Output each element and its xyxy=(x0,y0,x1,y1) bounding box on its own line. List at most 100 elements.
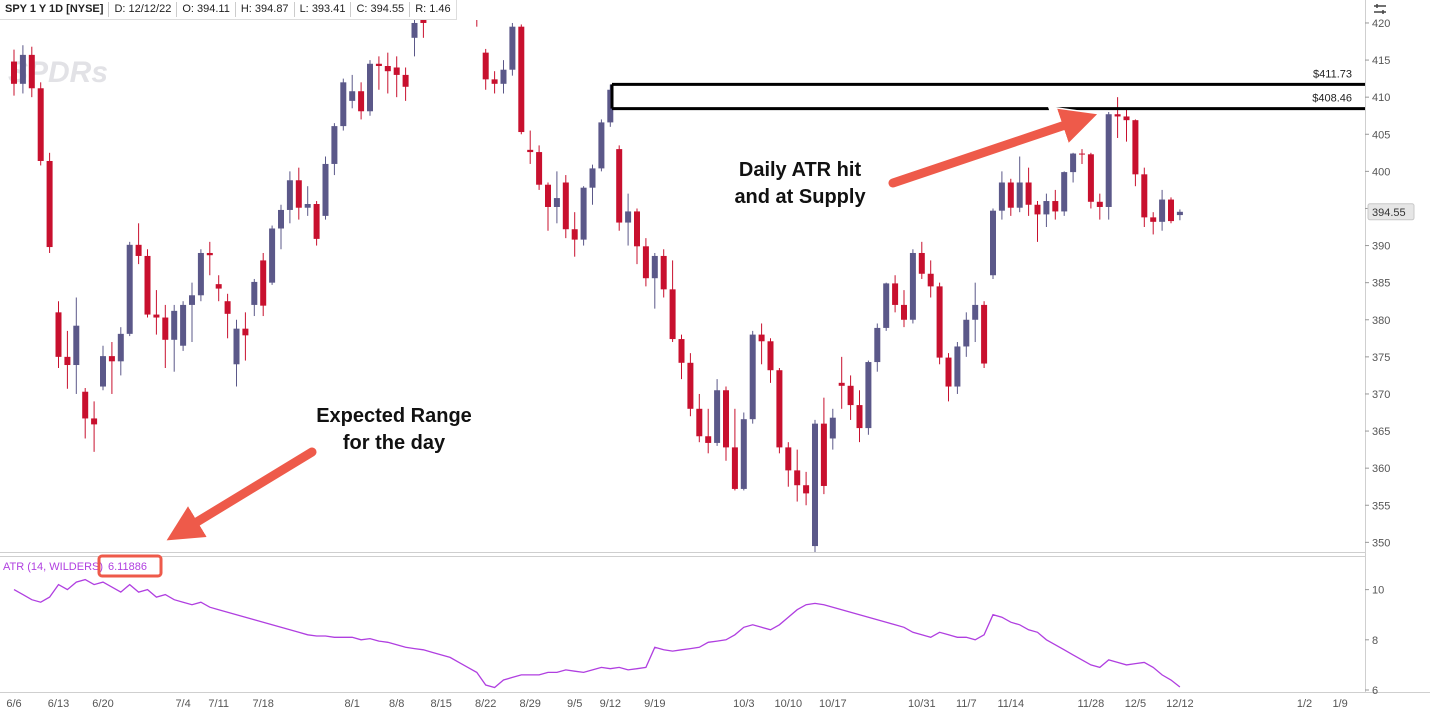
x-tick-label: 9/5 xyxy=(567,698,582,710)
y-tick-label: 10 xyxy=(1372,585,1384,597)
candle-body xyxy=(589,168,596,188)
candle-body xyxy=(1016,182,1023,208)
candle-body xyxy=(562,182,569,230)
candle-body xyxy=(785,447,792,471)
candle-body xyxy=(820,423,827,486)
level-label: $408.46 xyxy=(1312,93,1352,105)
candle-body xyxy=(553,198,560,207)
candle-body xyxy=(865,362,872,429)
candle-body xyxy=(367,63,373,112)
arrow xyxy=(888,108,1098,188)
candle-body xyxy=(642,246,649,279)
candle-body xyxy=(1150,217,1157,222)
candle-body xyxy=(1043,201,1050,215)
candle-body xyxy=(1079,153,1085,155)
open-cell: O: 394.11 xyxy=(177,2,236,17)
x-tick-label: 11/28 xyxy=(1078,698,1105,710)
date-label: D: xyxy=(114,3,126,15)
y-tick-label: 415 xyxy=(1372,55,1390,67)
y-tick-label: 405 xyxy=(1372,129,1390,141)
candle-body xyxy=(509,26,516,70)
close-label: C: xyxy=(356,3,368,15)
settings-icon xyxy=(1374,4,1386,14)
candle-body xyxy=(918,252,925,274)
candle-body xyxy=(242,328,249,336)
candle-body xyxy=(251,281,258,305)
axes: 3503553603653703753803853903954004054104… xyxy=(3,18,1415,710)
symbol: SPY 1 Y 1D [NYSE] xyxy=(5,3,104,15)
candle-body xyxy=(1096,201,1103,207)
x-tick-label: 8/15 xyxy=(430,698,451,710)
candle-body xyxy=(616,149,623,223)
range-value: 1.46 xyxy=(429,3,451,15)
candle-body xyxy=(909,252,916,320)
low-cell: L: 393.41 xyxy=(295,2,352,17)
candle-body xyxy=(518,26,525,133)
y-tick-label: 400 xyxy=(1372,166,1390,178)
candle-body xyxy=(856,405,863,429)
candle-body xyxy=(286,180,293,210)
low-value: 393.41 xyxy=(311,3,346,15)
candle-body xyxy=(936,286,943,358)
open-label: O: xyxy=(182,3,194,15)
x-tick-label: 8/29 xyxy=(519,698,540,710)
y-tick-label: 380 xyxy=(1372,315,1390,327)
x-tick-label: 7/4 xyxy=(175,698,190,710)
candle-body xyxy=(794,470,801,486)
annotation: and at Supply xyxy=(734,186,866,208)
candle-body xyxy=(536,152,543,185)
x-tick-label: 1/2 xyxy=(1297,698,1312,710)
candle-body xyxy=(19,54,26,84)
candle-body xyxy=(144,255,151,315)
candle-body xyxy=(384,66,391,72)
candle-body xyxy=(981,304,988,364)
candle-body xyxy=(37,88,44,161)
candle-body xyxy=(1025,182,1032,205)
x-tick-label: 8/8 xyxy=(389,698,404,710)
candle-body xyxy=(171,310,178,340)
y-tick-label: 350 xyxy=(1372,537,1390,549)
x-tick-label: 10/17 xyxy=(819,698,847,710)
candle-body xyxy=(598,122,605,169)
high-value: 394.87 xyxy=(254,3,289,15)
x-tick-label: 9/19 xyxy=(644,698,665,710)
atr-panel xyxy=(13,578,1181,689)
candle-body xyxy=(901,304,907,320)
symbol-cell: SPY 1 Y 1D [NYSE] xyxy=(0,2,110,17)
candle-body xyxy=(669,289,676,340)
candle-body xyxy=(55,312,62,357)
candle-body xyxy=(749,334,756,420)
date-cell: D: 12/12/22 xyxy=(109,2,178,17)
annotation: Expected Range xyxy=(316,405,472,427)
high-label: H: xyxy=(240,3,252,15)
candle-body xyxy=(1105,114,1112,207)
x-tick-label: 9/12 xyxy=(600,698,621,710)
y-tick-label: 6 xyxy=(1372,685,1378,697)
y-tick-label: 8 xyxy=(1372,635,1378,647)
x-tick-label: 8/1 xyxy=(345,698,360,710)
candle-body xyxy=(892,283,899,305)
candle-body xyxy=(82,391,89,419)
candle-body xyxy=(847,385,854,406)
range-label: R: xyxy=(415,3,427,15)
candle-body xyxy=(189,295,195,305)
candle-body xyxy=(1159,199,1166,222)
candle-body xyxy=(874,327,881,363)
candle-body xyxy=(1132,120,1139,175)
candle-body xyxy=(812,423,818,547)
candle-body xyxy=(625,211,632,223)
candle-body xyxy=(527,149,534,153)
candle-body xyxy=(135,244,142,256)
candle-body xyxy=(1123,116,1130,121)
candle-body xyxy=(224,301,231,314)
candle-body xyxy=(411,22,418,38)
x-tick-label: 6/20 xyxy=(92,698,113,710)
candle-body xyxy=(1052,201,1059,212)
range-cell: R: 1.46 xyxy=(410,2,455,17)
price-panel xyxy=(11,20,1365,552)
candle-body xyxy=(375,63,382,67)
x-tick-label: 6/13 xyxy=(48,698,69,710)
price-tag-label: 394.55 xyxy=(1372,207,1406,219)
annotation: Daily ATR hit xyxy=(739,159,862,181)
